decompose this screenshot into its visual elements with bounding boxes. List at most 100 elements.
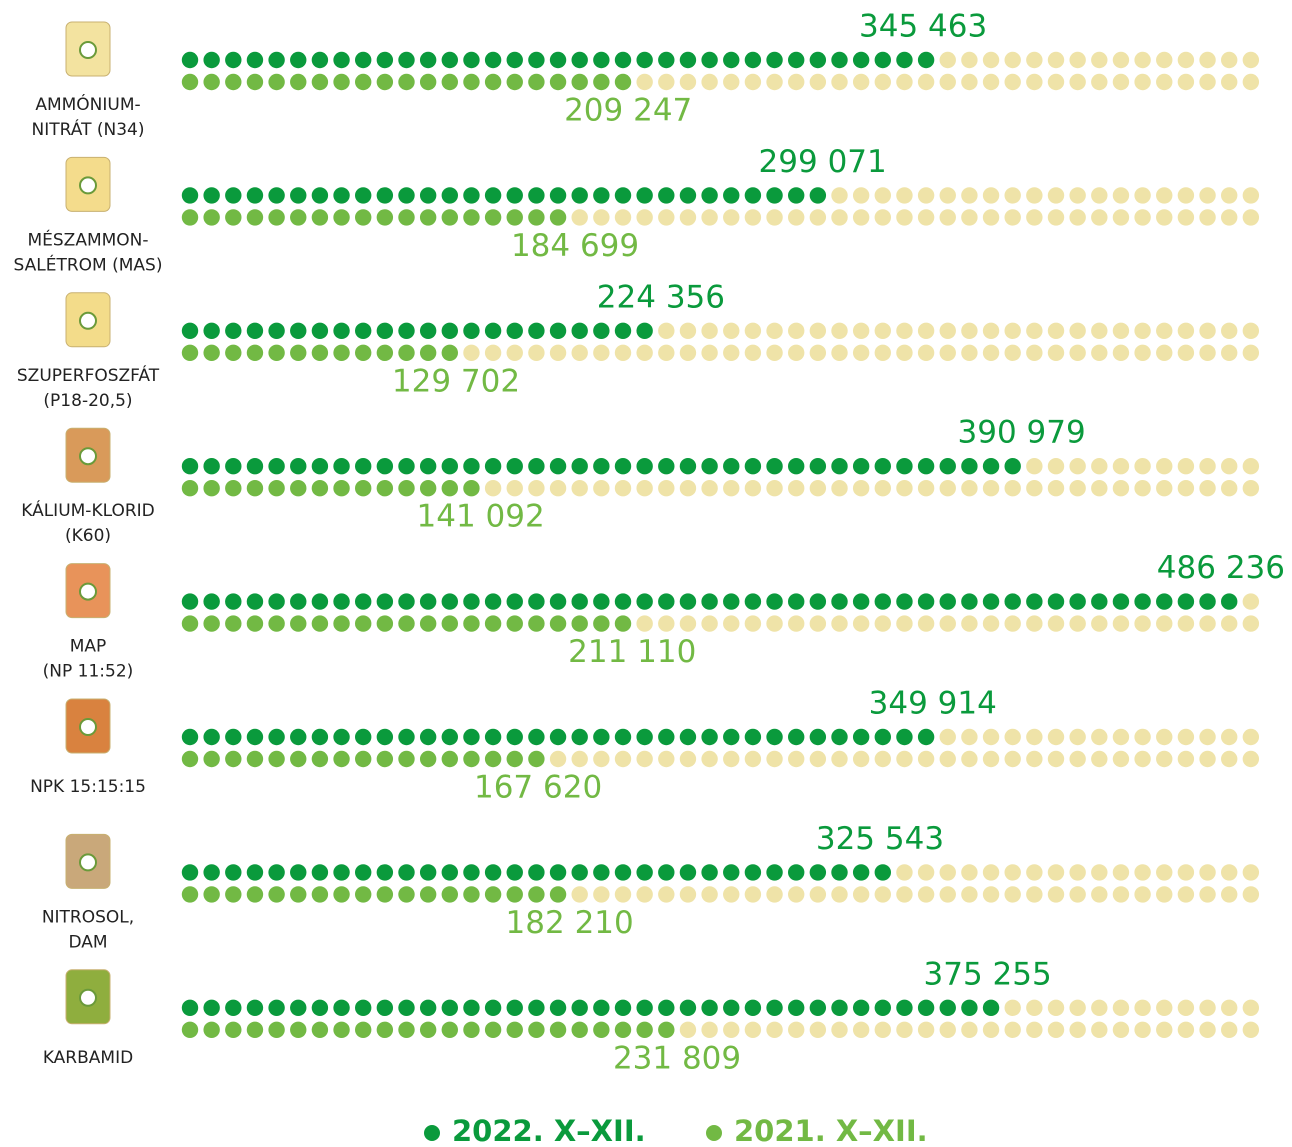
value-label: 141 092 (417, 499, 545, 535)
filled-dot (463, 593, 480, 610)
filled-dot (896, 458, 913, 475)
filled-dot (376, 1021, 394, 1038)
empty-dot (1242, 1021, 1260, 1038)
filled-dot (333, 750, 350, 768)
filled-dot (506, 728, 523, 746)
filled-dot (311, 728, 329, 746)
filled-dot (268, 187, 285, 204)
empty-dot (1199, 864, 1216, 881)
filled-dot (506, 322, 523, 339)
filled-dot (419, 864, 437, 881)
filled-dot (528, 886, 545, 903)
empty-dot (1177, 344, 1195, 361)
filled-dot (225, 864, 242, 881)
empty-dot (1112, 458, 1130, 475)
empty-dot (1134, 750, 1151, 768)
filled-dot (896, 593, 913, 610)
empty-dot (1199, 73, 1216, 91)
empty-dot (766, 750, 783, 768)
filled-dot (311, 1021, 329, 1038)
value-label: 375 255 (924, 956, 1052, 992)
filled-dot (311, 615, 329, 632)
empty-dot (1242, 209, 1260, 226)
filled-dot (290, 615, 307, 632)
empty-dot (1242, 593, 1260, 610)
empty-dot (831, 187, 848, 204)
icon-emblem (79, 41, 97, 59)
filled-dot (225, 344, 242, 361)
filled-dot (744, 458, 762, 475)
category-label: NPK 15:15:15 (30, 777, 146, 797)
empty-dot (982, 615, 1000, 632)
filled-dot (441, 728, 458, 746)
filled-dot (333, 187, 350, 204)
filled-dot (290, 999, 307, 1016)
empty-dot (1112, 73, 1130, 91)
filled-dot (419, 1021, 437, 1038)
empty-dot (982, 73, 1000, 91)
filled-dot (355, 750, 372, 768)
filled-dot (593, 1021, 610, 1038)
category-label: AMMÓNIUM- (35, 93, 140, 115)
empty-dot (1026, 615, 1043, 632)
empty-dot (528, 344, 545, 361)
value-label: 224 356 (597, 279, 725, 315)
empty-dot (701, 615, 718, 632)
filled-dot (181, 728, 199, 746)
empty-dot (809, 73, 827, 91)
filled-dot (311, 593, 329, 610)
filled-dot (181, 51, 199, 69)
filled-dot (398, 1021, 415, 1038)
empty-dot (961, 480, 978, 497)
filled-dot (419, 480, 437, 497)
empty-dot (1221, 209, 1238, 226)
filled-dot (528, 864, 545, 881)
empty-dot (788, 209, 805, 226)
filled-dot (290, 750, 307, 768)
filled-dot (614, 999, 632, 1016)
filled-dot (441, 999, 458, 1016)
empty-dot (961, 344, 978, 361)
empty-dot (1199, 886, 1216, 903)
empty-dot (1242, 999, 1260, 1016)
empty-dot (831, 750, 848, 768)
empty-dot (549, 750, 567, 768)
filled-dot (290, 73, 307, 91)
filled-dot (701, 728, 718, 746)
filled-dot (203, 1021, 220, 1038)
filled-dot (766, 458, 783, 475)
empty-dot (939, 1021, 956, 1038)
dot-bar (181, 322, 653, 339)
filled-dot (290, 593, 307, 610)
empty-dot (549, 480, 567, 497)
empty-dot (1091, 1021, 1108, 1038)
filled-dot (268, 480, 285, 497)
filled-dot (181, 322, 199, 339)
filled-dot (723, 187, 740, 204)
filled-dot (766, 999, 783, 1016)
filled-dot (528, 209, 545, 226)
filled-dot (419, 322, 437, 339)
empty-dot (917, 886, 935, 903)
empty-dot (1091, 73, 1108, 91)
filled-dot (701, 51, 718, 69)
filled-dot (831, 458, 848, 475)
filled-dot (528, 728, 545, 746)
filled-dot (246, 593, 264, 610)
filled-dot (441, 187, 458, 204)
filled-dot (831, 728, 848, 746)
empty-dot (1069, 728, 1086, 746)
filled-dot (246, 728, 264, 746)
filled-dot (398, 864, 415, 881)
filled-dot (593, 593, 610, 610)
empty-dot (852, 344, 870, 361)
empty-dot (1156, 864, 1173, 881)
empty-dot (1221, 187, 1238, 204)
empty-dot (1004, 209, 1021, 226)
empty-dot (766, 886, 783, 903)
category-icon (65, 698, 111, 754)
filled-dot (614, 615, 632, 632)
filled-dot (268, 728, 285, 746)
dot-bar (181, 480, 480, 497)
